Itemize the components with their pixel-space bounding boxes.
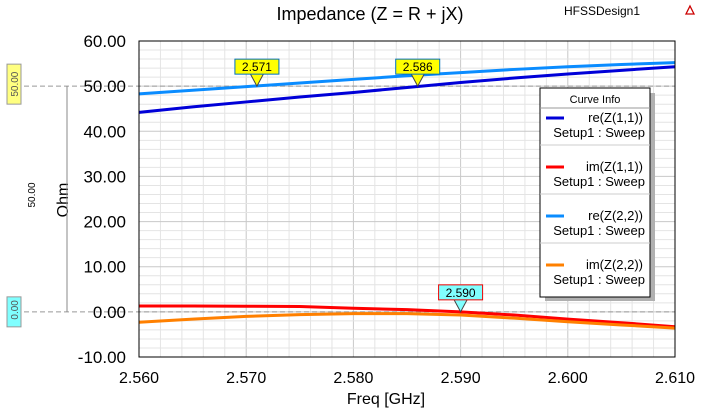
y-tick-label: 20.00 <box>83 213 126 232</box>
y-tick-label: 0.00 <box>93 303 126 322</box>
x-tick-label: 2.600 <box>548 370 588 387</box>
marker: 2.571 <box>234 58 280 88</box>
legend-entry-setup: Setup1 : Sweep <box>553 174 645 189</box>
legend-entry-setup: Setup1 : Sweep <box>553 125 645 140</box>
y-tick-label: 60.00 <box>83 32 126 51</box>
reference-badge-box <box>6 63 22 105</box>
x-axis-label: Freq [GHz] <box>347 391 425 408</box>
series-line <box>138 312 676 330</box>
delta-label: 50.00 <box>27 182 38 207</box>
x-tick-label: 2.610 <box>655 370 695 387</box>
y-tick-label: 10.00 <box>83 258 126 277</box>
x-tick-label: 2.590 <box>441 370 481 387</box>
y-tick-label: -10.00 <box>78 348 126 367</box>
marker-pointer <box>409 72 426 88</box>
legend-entry-name: im(Z(2,2)) <box>586 257 643 272</box>
marker-pointer <box>452 298 469 313</box>
marker-box <box>234 58 280 75</box>
markers: 2.571 2.586 2.590 <box>234 58 484 313</box>
chart-title: Impedance (Z = R + jX) <box>276 4 463 24</box>
reference-badge: 0.00 <box>6 296 22 328</box>
legend-title: Curve Info <box>570 94 621 106</box>
series-line <box>138 65 676 114</box>
series-line <box>139 304 676 329</box>
legend-box <box>539 87 651 298</box>
reference-badge-label: 0.00 <box>10 300 21 320</box>
marker-label: 2.571 <box>242 60 272 74</box>
marker-box <box>438 284 484 301</box>
design-icon <box>684 4 696 15</box>
legend-entry-name: im(Z(1,1)) <box>586 159 643 174</box>
reference-lines: 50.00 0.00 50.00 <box>6 63 675 328</box>
reference-badge-label: 50.00 <box>10 71 21 96</box>
y-tick-label: 40.00 <box>83 122 126 141</box>
legend-entry-name: re(Z(2,2)) <box>588 208 643 223</box>
legend-entry-setup: Setup1 : Sweep <box>553 223 645 238</box>
y-tick-label: 30.00 <box>83 167 126 186</box>
x-tick-label: 2.580 <box>333 370 373 387</box>
y-axis-label: Ohm <box>55 183 72 218</box>
series-lines <box>138 61 676 330</box>
marker-box <box>395 58 441 75</box>
reference-badge: 50.00 <box>6 63 22 105</box>
x-tick-label: 2.570 <box>226 370 266 387</box>
reference-badge-box <box>6 296 22 328</box>
axes: 2.560 2.570 2.580 2.590 2.600 2.610 -10.00 0.00… <box>78 32 695 387</box>
marker: 2.590 <box>438 284 484 313</box>
marker: 2.586 <box>395 58 441 88</box>
series-line <box>138 61 676 96</box>
marker-label: 2.586 <box>403 60 433 74</box>
x-tick-label: 2.560 <box>119 370 159 387</box>
plot-frame <box>138 40 676 358</box>
marker-label: 2.590 <box>446 286 476 300</box>
y-tick-label: 50.00 <box>83 77 126 96</box>
legend-entry-setup: Setup1 : Sweep <box>553 272 645 287</box>
design-name: HFSSDesign1 <box>564 4 640 18</box>
legend-entry-name: re(Z(1,1)) <box>588 110 643 125</box>
